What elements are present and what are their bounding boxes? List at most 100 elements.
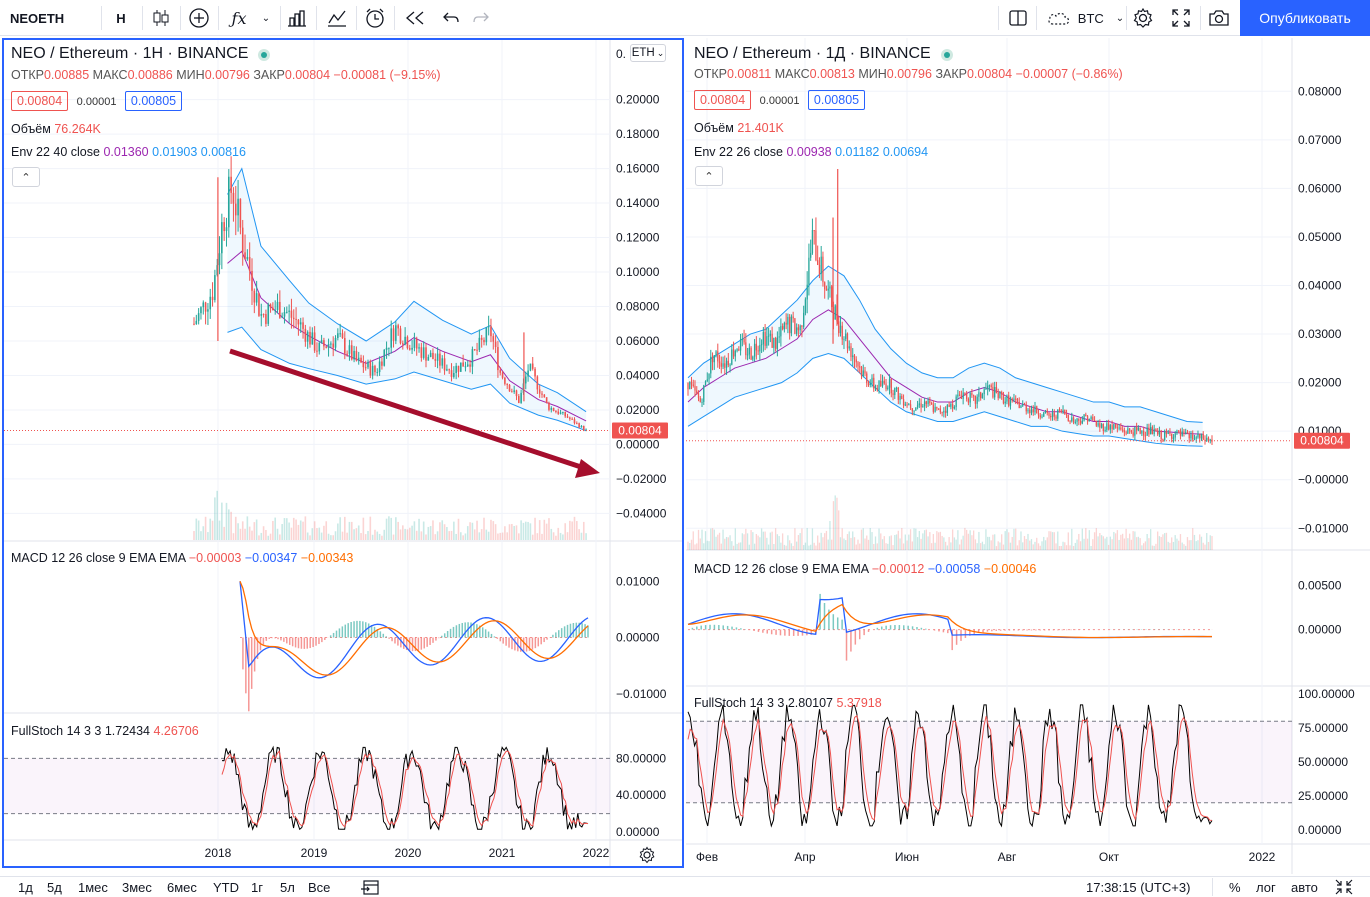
candle-body — [951, 404, 954, 409]
settings-button[interactable] — [1128, 0, 1158, 36]
candles-icon — [153, 10, 169, 26]
gear-icon — [639, 846, 655, 864]
left-chart-pane[interactable]: 2018 2019 2020 2021 2022 0.20000 0.18000 0.1600… — [2, 38, 684, 868]
snapshot-button[interactable] — [1204, 0, 1234, 36]
redo-button[interactable] — [466, 0, 496, 36]
candle-body — [1032, 409, 1034, 413]
candle-body — [871, 377, 873, 384]
candle-body — [441, 358, 444, 366]
candle-body — [957, 394, 959, 397]
clock-timezone[interactable]: 17:38:15 (UTC+3) — [1086, 880, 1191, 895]
range-button[interactable]: Все — [308, 880, 331, 895]
candle-body — [582, 426, 585, 431]
left-chart-svg[interactable]: 2018 2019 2020 2021 2022 0.20000 0.18000 0.1600… — [4, 40, 682, 866]
candle-body — [815, 230, 817, 261]
range-button[interactable]: 5д — [47, 880, 62, 895]
volume-bar — [994, 534, 996, 550]
volume-bar — [1190, 540, 1192, 550]
candle-body — [785, 322, 787, 325]
percent-toggle[interactable]: % — [1229, 880, 1241, 895]
candle-body — [981, 394, 984, 399]
collapse-legend-button[interactable]: ⌃ — [12, 167, 40, 187]
interval-button[interactable]: H — [116, 10, 126, 26]
chart-type-button[interactable] — [146, 0, 176, 36]
candle-body — [392, 328, 395, 341]
price-tick-label: −0.00000 — [1298, 473, 1349, 487]
publish-button[interactable]: Опубликовать — [1240, 0, 1370, 36]
volume-bar — [1176, 538, 1178, 550]
sell-button[interactable]: 0.00804 — [11, 91, 69, 111]
candle-body — [890, 379, 892, 394]
candle-body — [811, 230, 814, 253]
right-chart-svg[interactable]: Фев Апр Июн Авг Окт 2022 0.08000 0.07000 0.06000… — [686, 38, 1370, 874]
volume-bar — [369, 516, 372, 540]
replay-button[interactable] — [400, 0, 430, 36]
indicators-dropdown[interactable]: ⌄ — [256, 0, 276, 36]
candle-body — [1058, 409, 1061, 411]
range-button[interactable]: YTD — [213, 880, 239, 895]
currency-select[interactable]: ETH ⌄ — [630, 44, 666, 62]
range-button[interactable]: 1г — [251, 880, 263, 895]
candle-body — [524, 376, 527, 384]
range-button[interactable]: 1д — [18, 880, 33, 895]
undo-button[interactable] — [436, 0, 466, 36]
candle-body — [1057, 409, 1059, 419]
candle-body — [413, 339, 416, 348]
collapse-panel-button[interactable] — [1333, 877, 1355, 897]
range-button[interactable]: 5л — [280, 880, 295, 895]
candle-body — [946, 404, 949, 413]
close-label: ЗАКР — [253, 68, 285, 82]
sell-button[interactable]: 0.00804 — [694, 90, 752, 110]
range-button[interactable]: 6мес — [167, 880, 197, 895]
fullscreen-button[interactable] — [1166, 0, 1196, 36]
layout-select-button[interactable] — [1004, 0, 1032, 36]
volume-bar — [1048, 531, 1050, 550]
volume-bar — [717, 534, 719, 550]
templates-button[interactable] — [282, 0, 312, 36]
candle-body — [1199, 434, 1201, 439]
range-button[interactable]: 1мес — [78, 880, 108, 895]
last-price-tag-bg — [612, 422, 668, 439]
volume-bar — [251, 530, 253, 540]
volume-bar — [202, 526, 205, 540]
volume-bar — [362, 517, 365, 540]
layout-button[interactable] — [322, 0, 352, 36]
go-to-date-button[interactable] — [360, 878, 382, 897]
candle-body — [780, 326, 782, 337]
bottom-toolbar: 1д 5д 1мес 3мес 6мес YTD 1г 5л Все 17:38:15 (UTC… — [0, 876, 1370, 897]
volume-bar — [415, 530, 418, 540]
volume-bar — [939, 531, 942, 550]
sync-symbol-select[interactable]: BTC ⌄ — [1040, 0, 1130, 36]
volume-bar — [729, 535, 731, 550]
alert-button[interactable] — [360, 0, 390, 36]
right-chart-pane[interactable]: Фев Апр Июн Авг Окт 2022 0.08000 0.07000 0.06000… — [686, 38, 1370, 874]
volume-bar — [1088, 530, 1090, 550]
indicators-button[interactable]: ƒx — [224, 0, 254, 36]
volume-bar — [773, 544, 775, 550]
buy-button[interactable]: 0.00805 — [807, 90, 866, 110]
candle-body — [1162, 439, 1164, 441]
collapse-legend-button[interactable]: ⌃ — [695, 166, 723, 186]
price-tick-label: 0.12000 — [616, 231, 660, 245]
range-button[interactable]: 3мес — [122, 880, 152, 895]
volume-bar — [267, 535, 270, 540]
macd-line-value: −0.00058 — [927, 562, 981, 576]
volume-bar — [1202, 542, 1204, 550]
candle-body — [276, 301, 279, 310]
log-toggle[interactable]: лог — [1256, 880, 1276, 895]
candle-body — [902, 399, 905, 406]
candle-body — [1009, 398, 1012, 406]
volume-bar — [260, 532, 263, 540]
volume-bar — [964, 527, 966, 550]
symbol-search[interactable]: NEOETH — [10, 10, 65, 26]
axis-settings-button[interactable] — [638, 846, 656, 869]
volume-bar — [357, 525, 360, 540]
price-tick-label: 0.02000 — [1298, 376, 1342, 390]
compare-button[interactable] — [184, 0, 214, 36]
candle-body — [1120, 427, 1122, 430]
auto-toggle[interactable]: авто — [1291, 880, 1318, 895]
candle-body — [857, 362, 859, 367]
buy-button[interactable]: 0.00805 — [124, 91, 183, 111]
close-value: 0.00804 — [284, 68, 331, 82]
volume-bar — [943, 537, 945, 550]
